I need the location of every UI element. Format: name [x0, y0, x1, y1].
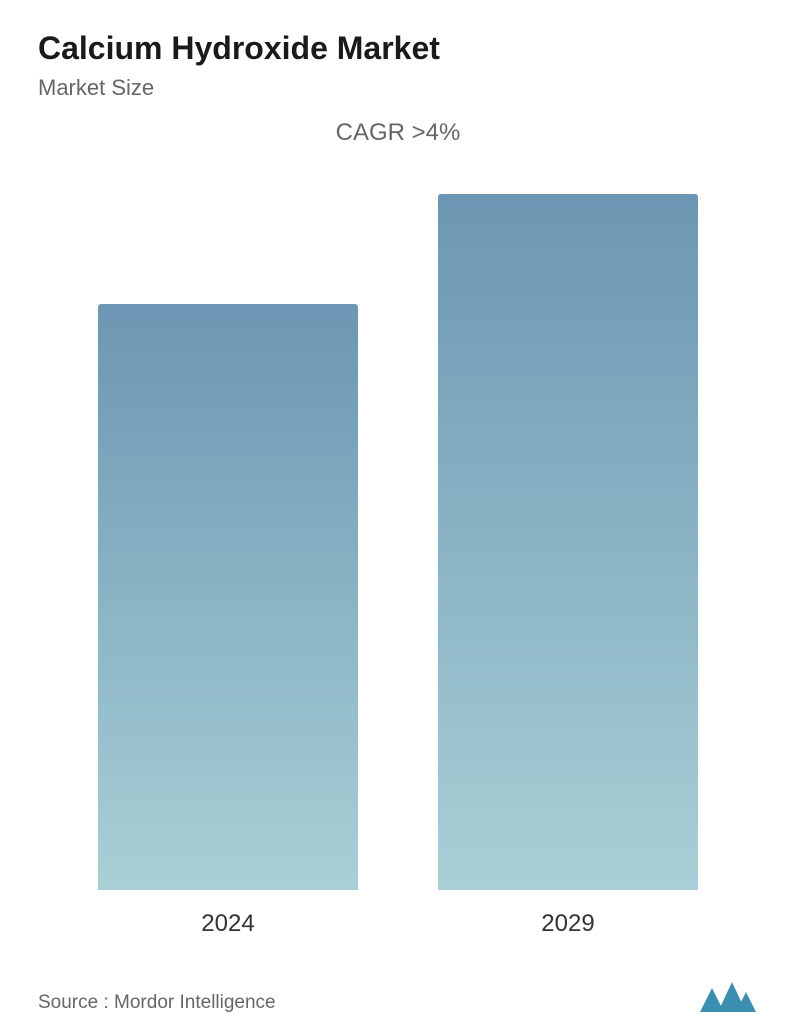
bar-group-2024: 2024	[98, 157, 358, 938]
cagr-label: CAGR >4%	[38, 119, 758, 147]
page-subtitle: Market Size	[38, 75, 758, 101]
footer: Source : Mordor Intelligence	[38, 958, 758, 1014]
mordor-logo-icon	[698, 978, 758, 1014]
bar-label-2024: 2024	[201, 910, 254, 938]
bar-chart: 2024 2029	[38, 157, 758, 958]
bar-2024	[98, 304, 358, 890]
source-text: Source : Mordor Intelligence	[38, 992, 276, 1014]
bar-wrapper	[98, 157, 358, 890]
bar-2029	[438, 194, 698, 890]
chart-container: Calcium Hydroxide Market Market Size CAG…	[0, 0, 796, 1034]
bar-wrapper	[438, 157, 698, 890]
bar-label-2029: 2029	[541, 910, 594, 938]
page-title: Calcium Hydroxide Market	[38, 30, 758, 67]
bar-group-2029: 2029	[438, 157, 698, 938]
